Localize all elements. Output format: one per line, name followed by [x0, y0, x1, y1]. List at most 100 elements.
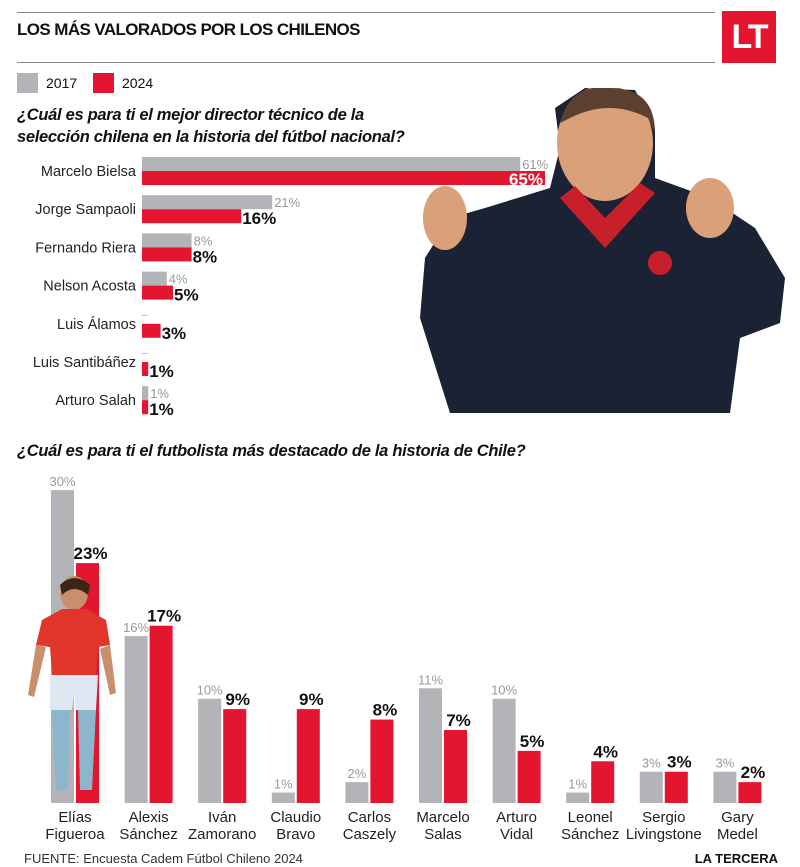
value-label-2024: 16% — [242, 209, 276, 228]
coaches-bar-chart: Marcelo Bielsa 61%65% Jorge Sampaoli 21%16%… — [33, 157, 549, 419]
category-label: Caszely — [343, 826, 397, 843]
legend-label: 2024 — [122, 75, 154, 91]
value-label-2024: 2% — [741, 763, 766, 782]
legend-2017: 2017 — [17, 73, 77, 93]
value-label-2017: 30% — [49, 474, 75, 489]
legend-swatch-2017 — [17, 73, 38, 93]
value-label-2024: 1% — [149, 362, 174, 381]
value-label-2017: 10% — [197, 683, 223, 698]
value-label-2024: 3% — [162, 324, 187, 343]
bar-2024 — [738, 782, 762, 803]
category-label: Carlos — [348, 809, 391, 826]
category-label: Elías — [58, 809, 91, 826]
bar-2024 — [591, 761, 615, 803]
value-label-2024: 65% — [509, 170, 543, 189]
category-label: Claudio — [270, 809, 321, 826]
bar-2017 — [419, 688, 442, 803]
bar-2024 — [142, 400, 149, 415]
bar-2024 — [142, 323, 161, 338]
value-label-2017: 1% — [274, 777, 293, 792]
value-label-2017: – — [142, 310, 148, 321]
category-label: Alexis — [129, 809, 169, 826]
category-label: Marcelo — [416, 809, 469, 826]
category-label: Vidal — [500, 826, 533, 843]
bar-2024 — [517, 750, 541, 803]
value-label-2024: 4% — [593, 742, 618, 761]
category-label: Arturo Salah — [55, 393, 136, 409]
player-photo — [28, 576, 116, 790]
value-label-2017: – — [142, 348, 148, 359]
value-label-2017: 3% — [642, 756, 661, 771]
players-bar-chart: 30%23%ElíasFigueroa16%17%AlexisSánchez10… — [45, 474, 766, 843]
la-tercera-logo: LT — [722, 11, 776, 63]
value-label-2024: 5% — [174, 286, 199, 305]
bar-2024 — [142, 247, 192, 262]
bar-2024 — [444, 729, 467, 803]
page-title: LOS MÁS VALORADOS POR LOS CHILENOS — [17, 20, 361, 39]
value-label-2024: 9% — [299, 690, 324, 709]
category-label: Nelson Acosta — [43, 279, 137, 295]
bar-2017 — [142, 386, 149, 401]
bar-2017 — [142, 157, 521, 171]
value-label-2017: 1% — [568, 777, 587, 792]
title-rule — [17, 62, 715, 63]
value-label-2017: 61% — [522, 157, 548, 172]
question-line: selección chilena en la historia del fút… — [17, 128, 405, 146]
value-label-2017: 8% — [194, 233, 213, 248]
category-label: Jorge Sampaoli — [35, 202, 136, 218]
bar-2024 — [296, 709, 320, 803]
value-label-2017: 4% — [169, 272, 188, 287]
category-label: Sánchez — [119, 826, 177, 843]
category-label: Arturo — [496, 809, 537, 826]
value-label-2017: 10% — [491, 683, 517, 698]
value-label-2017: 11% — [418, 672, 443, 687]
value-label-2024: 5% — [520, 732, 545, 751]
category-label: Sánchez — [561, 826, 619, 843]
value-label-2017: 1% — [150, 386, 169, 401]
brand-name: LA TERCERA — [694, 851, 778, 866]
category-label: Medel — [717, 826, 758, 843]
category-label: Livingstone — [626, 826, 702, 843]
question-players: ¿Cuál es para ti el futbolista más desta… — [17, 442, 526, 460]
bar-2017 — [142, 233, 192, 248]
bar-2017 — [566, 792, 590, 803]
category-label: Marcelo Bielsa — [41, 164, 137, 180]
category-label: Leonel — [568, 809, 613, 826]
bar-2017 — [142, 271, 167, 286]
category-label: Fernando Riera — [35, 240, 137, 256]
bar-2017 — [345, 782, 369, 803]
value-label-2017: 3% — [716, 756, 735, 771]
coach-photo — [420, 88, 785, 413]
value-label-2017: 21% — [274, 195, 300, 210]
bar-2024 — [142, 171, 545, 185]
value-label-2024: 3% — [667, 753, 692, 772]
bar-2017 — [639, 771, 663, 803]
legend-label: 2017 — [46, 75, 78, 91]
legend-swatch-2024 — [93, 73, 114, 93]
value-label-2024: 17% — [147, 607, 181, 626]
value-label-2017: 16% — [123, 620, 149, 635]
bar-2024 — [142, 285, 173, 300]
legend-2024: 2024 — [93, 73, 153, 93]
value-label-2017: 2% — [348, 766, 367, 781]
source-note: FUENTE: Encuesta Cadem Fútbol Chileno 20… — [24, 851, 303, 866]
category-label: Gary — [721, 809, 754, 826]
category-label: Figueroa — [45, 826, 105, 843]
category-label: Bravo — [276, 826, 315, 843]
value-label-2024: 23% — [73, 544, 107, 563]
category-label: Luis Santibáñez — [33, 355, 136, 371]
category-label: Luis Álamos — [57, 316, 136, 333]
bar-2024 — [142, 362, 149, 376]
value-label-2024: 8% — [373, 701, 398, 720]
bar-2024 — [223, 709, 247, 803]
top-rule — [17, 12, 715, 13]
bar-2017 — [713, 771, 737, 803]
category-label: Iván — [208, 809, 236, 826]
category-label: Salas — [424, 826, 462, 843]
bar-2017 — [198, 698, 222, 803]
category-label: Sergio — [642, 809, 685, 826]
bar-2017 — [492, 698, 516, 803]
value-label-2024: 9% — [225, 690, 250, 709]
bar-2024 — [142, 209, 242, 224]
value-label-2024: 1% — [149, 400, 174, 419]
